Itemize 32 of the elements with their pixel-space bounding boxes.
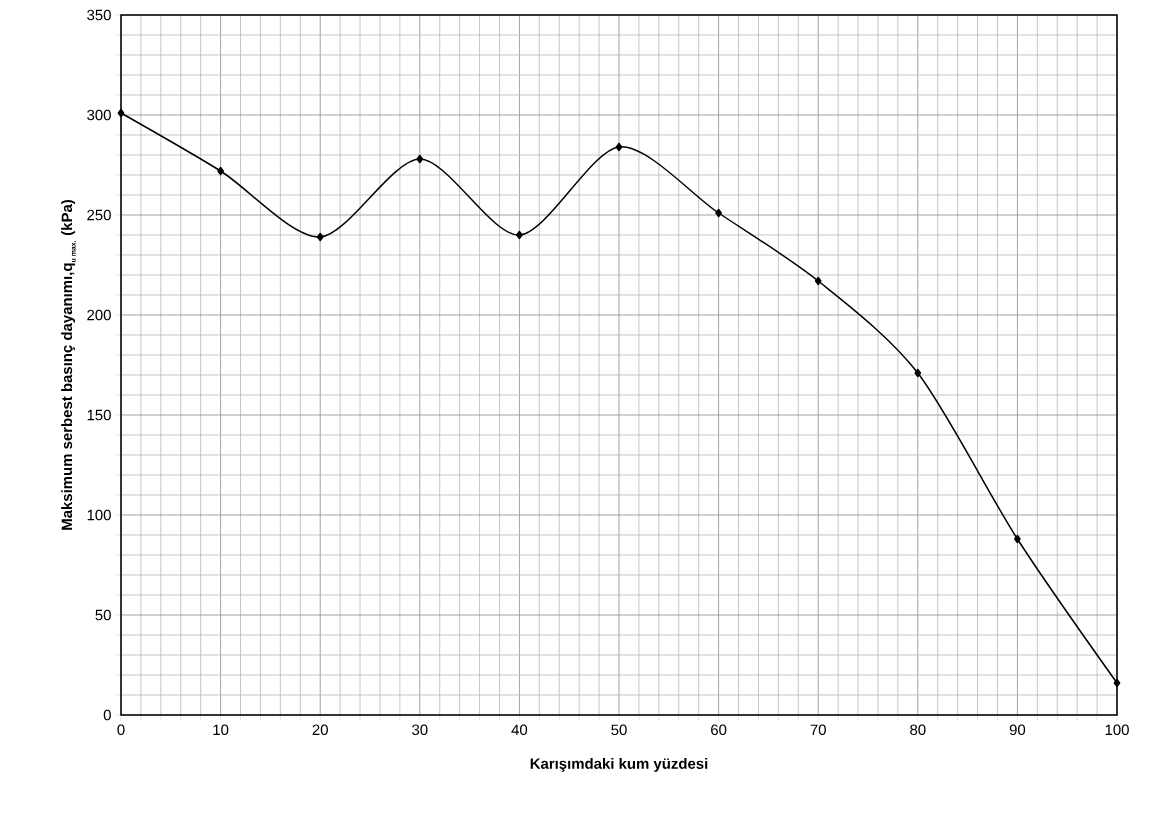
- point: [1113, 678, 1121, 688]
- x-axis-title: Karışımdaki kum yüzdesi: [530, 757, 708, 772]
- x-tick-label: 20: [312, 724, 328, 736]
- point: [1014, 534, 1021, 544]
- x-tick-label: 40: [511, 724, 528, 736]
- point: [416, 154, 424, 164]
- point: [117, 108, 125, 118]
- y-axis-title: $\mbox{Maksimum serbest basınç dayanımı,q}_{\mbox{\scriptsize u max.}}\mbox{ (kPa)}$: [61, 199, 76, 530]
- point: [914, 368, 922, 378]
- x-tick-label: 80: [910, 724, 926, 736]
- y-tick-label: 300: [87, 109, 111, 121]
- y-tick-label: 250: [87, 209, 111, 221]
- point: [316, 232, 324, 242]
- point: [516, 230, 523, 240]
- x-tick-label: 70: [810, 724, 826, 736]
- x-tick-label: 50: [611, 724, 627, 736]
- point: [217, 166, 224, 176]
- point: [715, 208, 722, 218]
- x-tick-label: 60: [711, 724, 727, 736]
- x-tick-label: 10: [213, 724, 229, 736]
- point: [615, 142, 623, 152]
- y-tick-label: 100: [87, 509, 111, 521]
- x-tick-label: 30: [412, 724, 428, 736]
- x-tick-label: 0: [117, 724, 125, 736]
- y-tick-label: 150: [87, 409, 111, 421]
- y-tick-label: 50: [95, 609, 111, 621]
- x-tick-label: 100: [1105, 724, 1129, 736]
- y-tick-label: 350: [87, 9, 111, 21]
- y-tick-label: 0: [103, 709, 111, 721]
- point: [814, 276, 822, 286]
- x-tick-label: 90: [1009, 724, 1026, 736]
- y-tick-label: 200: [87, 309, 111, 321]
